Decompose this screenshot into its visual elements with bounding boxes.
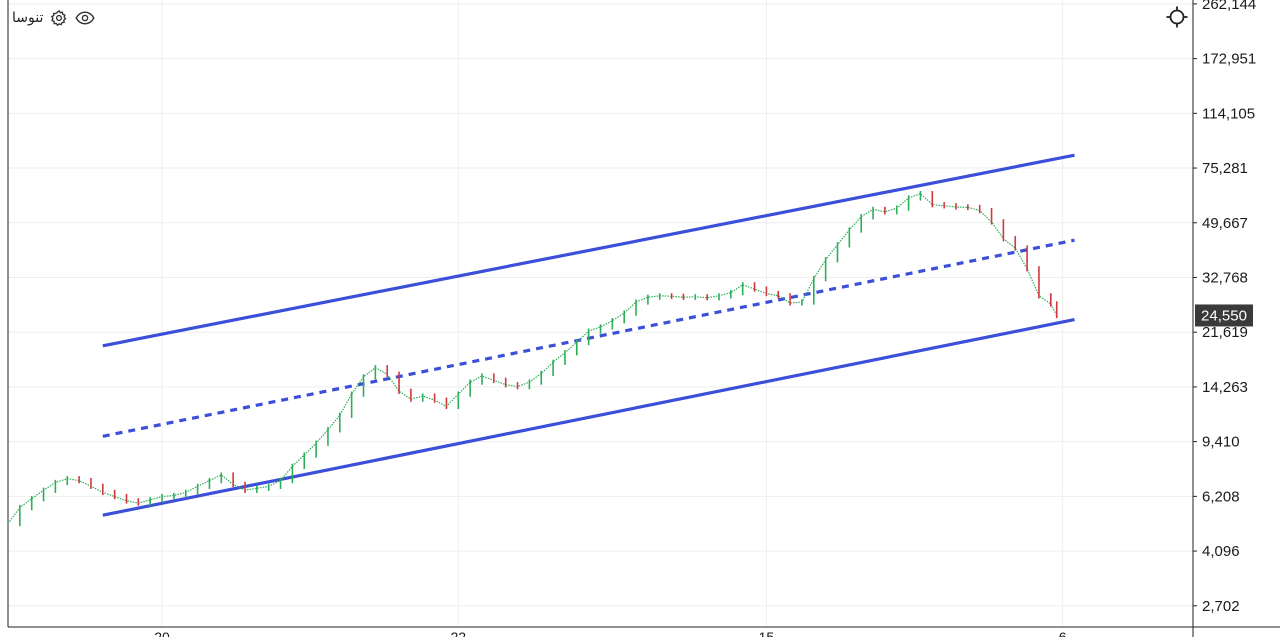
channel-lower-line[interactable] [102,317,1075,517]
y-tick-label: 14,263 [1202,379,1248,396]
last-price-badge [1195,304,1253,327]
grid [7,0,1280,637]
y-tick-label: 9,410 [1202,434,1240,451]
channel-upper-line[interactable] [102,153,1075,348]
x-tick-label: 15 [759,629,775,637]
last-price-label: 24,550 [1195,304,1253,327]
symbol-name: تنوسا [12,10,44,26]
y-tick-label: 2,702 [1202,598,1240,615]
y-tick-label: 114,105 [1202,105,1255,122]
y-tick-label: 75,281 [1202,160,1248,177]
last-price-text: 24,550 [1201,307,1247,324]
y-tick-label: 6,208 [1202,488,1240,505]
time-axis: 20 22 15 6 [154,629,1066,637]
legend-overlay: تنوسا [12,8,96,28]
y-tick-label: 49,667 [1202,215,1248,232]
y-tick-label: 262,144 [1202,0,1256,13]
price-series [7,190,1058,527]
x-tick-label: 20 [154,629,170,637]
y-tick-label: 21,619 [1202,324,1248,341]
price-line [7,192,1058,524]
crosshair-icon[interactable] [1166,6,1188,28]
y-tick-label: 4,096 [1202,543,1240,560]
price-axis: 262,144 172,951 114,105 75,281 49,667 32,768 2… [1193,0,1256,615]
y-tick-label: 32,768 [1202,269,1248,286]
gear-icon[interactable] [49,8,69,28]
y-tick-label: 172,951 [1202,51,1256,68]
x-tick-label: 22 [451,629,467,637]
eye-icon[interactable] [75,8,96,28]
x-tick-label: 6 [1059,629,1067,637]
